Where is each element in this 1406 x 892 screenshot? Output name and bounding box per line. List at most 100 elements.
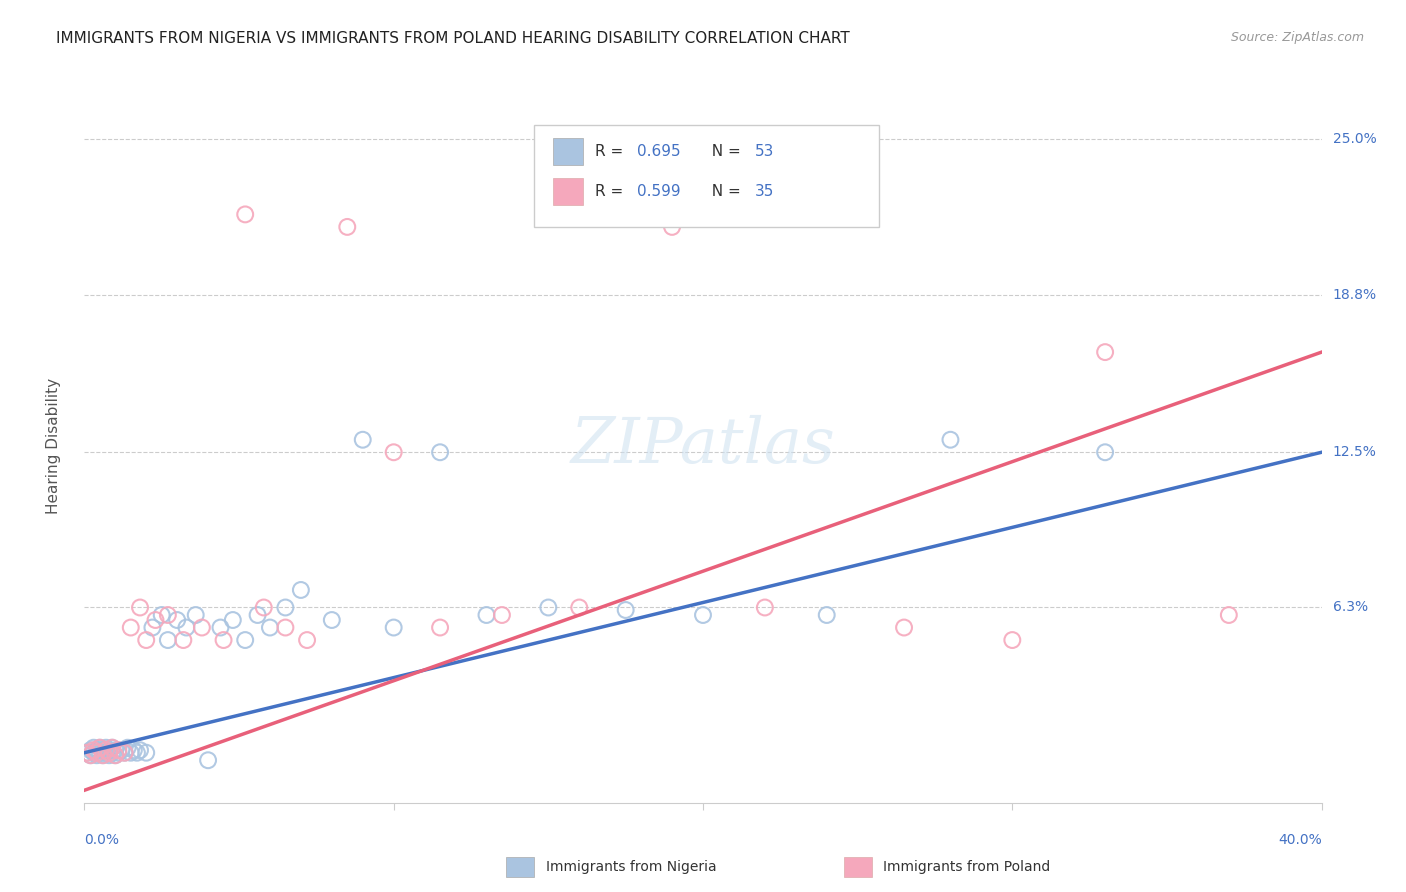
Text: 18.8%: 18.8% (1333, 287, 1376, 301)
Text: N =: N = (702, 185, 745, 199)
Point (222, 613, 245, 627)
Point (86, 746, 108, 760)
Point (101, 740, 124, 755)
Point (274, 600, 297, 615)
Text: N =: N = (702, 145, 745, 159)
Point (253, 600, 276, 615)
Point (122, 743, 145, 757)
Point (125, 746, 148, 760)
Point (1218, 607, 1240, 622)
Point (76, 746, 98, 760)
Point (104, 748, 127, 763)
Text: 0.599: 0.599 (637, 185, 681, 199)
Text: Immigrants from Poland: Immigrants from Poland (883, 860, 1050, 874)
Point (352, 433, 374, 447)
Point (114, 746, 136, 760)
Text: ZIPatlas: ZIPatlas (571, 415, 835, 477)
Point (382, 621, 405, 635)
Point (91, 748, 114, 763)
Point (246, 607, 269, 622)
Point (83, 743, 105, 757)
Point (893, 621, 915, 635)
Point (290, 582, 312, 597)
Point (91, 748, 114, 763)
Text: Immigrants from Nigeria: Immigrants from Nigeria (546, 860, 716, 874)
Point (129, 743, 152, 757)
Text: 12.5%: 12.5% (1333, 445, 1376, 459)
Point (537, 600, 560, 615)
Point (129, 600, 152, 615)
Point (1094, 345, 1116, 359)
Point (104, 748, 127, 763)
Point (94, 746, 117, 760)
Point (233, 633, 256, 648)
Point (79, 748, 101, 763)
Point (692, 607, 714, 622)
Text: 6.3%: 6.3% (1333, 600, 1368, 615)
Point (209, 621, 232, 635)
Text: Source: ZipAtlas.com: Source: ZipAtlas.com (1230, 31, 1364, 45)
Point (107, 743, 129, 757)
Point (172, 633, 194, 648)
Point (120, 621, 142, 635)
Point (98, 748, 121, 763)
Point (91, 743, 114, 757)
Point (114, 746, 136, 760)
Point (89, 740, 111, 755)
Point (83, 740, 105, 755)
Point (101, 740, 124, 755)
Point (176, 621, 198, 635)
Point (94, 743, 117, 757)
Point (86, 743, 108, 757)
Text: 53: 53 (755, 145, 775, 159)
Point (98, 746, 121, 760)
Point (568, 600, 591, 615)
Point (191, 621, 214, 635)
Point (233, 207, 256, 221)
Point (336, 219, 359, 234)
Point (295, 633, 318, 648)
Point (212, 633, 235, 648)
Point (1094, 445, 1116, 459)
Point (815, 607, 838, 622)
Point (79, 748, 101, 763)
Point (382, 445, 405, 459)
Point (1001, 633, 1024, 648)
Point (83, 746, 105, 760)
Point (107, 746, 129, 760)
Point (259, 621, 281, 635)
Point (104, 743, 127, 757)
Point (101, 746, 124, 760)
Point (184, 607, 207, 622)
Point (135, 746, 157, 760)
Point (145, 613, 167, 627)
Point (429, 621, 451, 635)
Text: IMMIGRANTS FROM NIGERIA VS IMMIGRANTS FROM POLAND HEARING DISABILITY CORRELATION: IMMIGRANTS FROM NIGERIA VS IMMIGRANTS FR… (56, 31, 851, 46)
Text: 25.0%: 25.0% (1333, 132, 1376, 146)
Point (117, 740, 139, 755)
Point (491, 607, 513, 622)
Text: R =: R = (595, 145, 628, 159)
Point (120, 746, 142, 760)
Point (274, 621, 297, 635)
Point (94, 740, 117, 755)
Point (150, 607, 173, 622)
Point (166, 613, 188, 627)
Point (76, 746, 98, 760)
Point (156, 633, 179, 648)
Point (939, 433, 962, 447)
Text: 0.695: 0.695 (637, 145, 681, 159)
Text: 40.0%: 40.0% (1278, 833, 1322, 847)
Point (197, 753, 219, 767)
Text: 35: 35 (755, 185, 775, 199)
Point (98, 743, 121, 757)
Point (89, 740, 111, 755)
Point (135, 633, 157, 648)
Point (321, 613, 343, 627)
Y-axis label: Hearing Disability: Hearing Disability (46, 378, 60, 514)
Text: 0.0%: 0.0% (84, 833, 120, 847)
Point (79, 743, 101, 757)
Point (661, 219, 683, 234)
Point (754, 600, 776, 615)
Point (156, 607, 179, 622)
